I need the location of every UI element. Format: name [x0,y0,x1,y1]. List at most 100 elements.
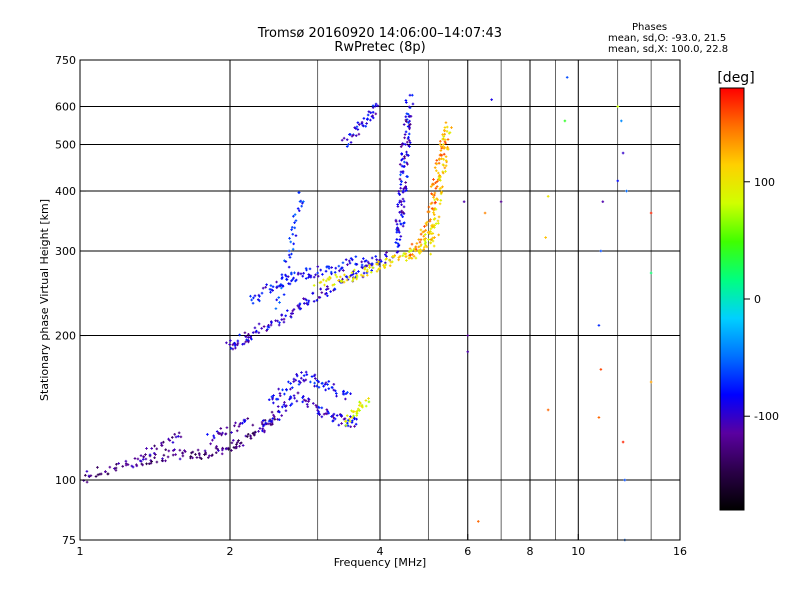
data-point [293,226,297,230]
data-point [275,286,279,289]
data-point [395,222,399,226]
data-point [211,438,214,442]
data-point [320,415,324,419]
data-point [195,456,199,459]
data-point [301,400,304,404]
data-point [290,225,294,229]
data-point [237,425,241,428]
data-point [153,456,156,460]
data-point [290,271,293,275]
data-point [404,118,408,122]
x-tick-label: 16 [673,545,687,558]
y-axis-label: Stationary phase Virtual Height [km] [38,199,51,401]
data-point [289,387,292,391]
data-point [429,252,432,256]
data-point [238,442,242,445]
data-point [441,145,445,149]
data-point [411,253,414,256]
data-point [354,134,358,137]
data-point [307,397,310,401]
data-point [292,242,295,246]
data-point [446,138,450,141]
data-point [330,386,334,389]
data-point [280,276,284,279]
data-point [434,187,438,190]
data-point [280,318,284,321]
data-point [267,419,271,423]
data-point [233,344,237,348]
data-point [171,441,175,444]
data-point [263,422,267,426]
data-point [332,412,336,416]
data-point [363,266,367,269]
data-point [85,480,89,484]
data-point [401,157,404,161]
data-point [290,402,294,406]
data-point [307,276,310,279]
data-point [292,377,296,381]
data-point [371,266,375,269]
data-point [323,283,326,287]
data-point [269,284,273,287]
data-point [355,411,359,415]
data-point [430,192,433,196]
data-point [305,302,308,305]
data-point [285,388,288,391]
data-point [96,466,99,469]
data-point [296,207,300,210]
data-point [317,385,321,389]
data-point [264,285,267,289]
data-point [327,266,331,270]
data-point [302,398,306,402]
data-point [406,137,410,141]
data-point [294,378,298,382]
data-point [338,275,342,279]
data-point [365,122,368,125]
data-point [442,143,445,146]
data-point [444,164,448,167]
data-point [334,389,337,393]
data-point [369,118,372,122]
data-point [421,230,425,234]
data-point [335,394,338,398]
data-point [325,285,329,288]
data-point [369,111,373,115]
data-point [345,278,349,282]
data-point [428,219,432,223]
data-point [194,453,197,456]
data-point [303,297,307,301]
data-point [335,275,339,279]
data-point [249,294,252,298]
data-point [253,326,257,330]
data-point [424,237,427,240]
data-point [233,341,236,345]
data-point [142,455,146,458]
data-point [404,130,408,134]
data-point [403,221,406,225]
data-point [152,451,156,455]
data-point [370,256,374,260]
data-point [276,405,280,408]
data-point [229,346,233,350]
data-point [322,412,326,416]
data-point [371,104,375,108]
data-point [312,284,316,287]
data-point [417,238,421,241]
y-axis-ticks: 75 100 200 300 400 500 600 750 [55,54,86,547]
data-point [419,232,423,236]
data-point [424,229,427,232]
y-tick-label: 100 [55,474,76,487]
data-point [433,191,437,195]
data-point [404,185,408,188]
data-point [230,441,234,445]
data-point [294,234,298,237]
data-point [282,320,286,324]
data-point [114,469,118,472]
data-point [563,119,567,123]
data-point [408,93,412,97]
data-point [345,138,349,141]
data-point [265,329,268,332]
phase-stats-o-mode: mean, sd,O: -93.0, 21.5 [608,33,727,44]
data-point [300,204,303,208]
data-point [232,439,235,442]
